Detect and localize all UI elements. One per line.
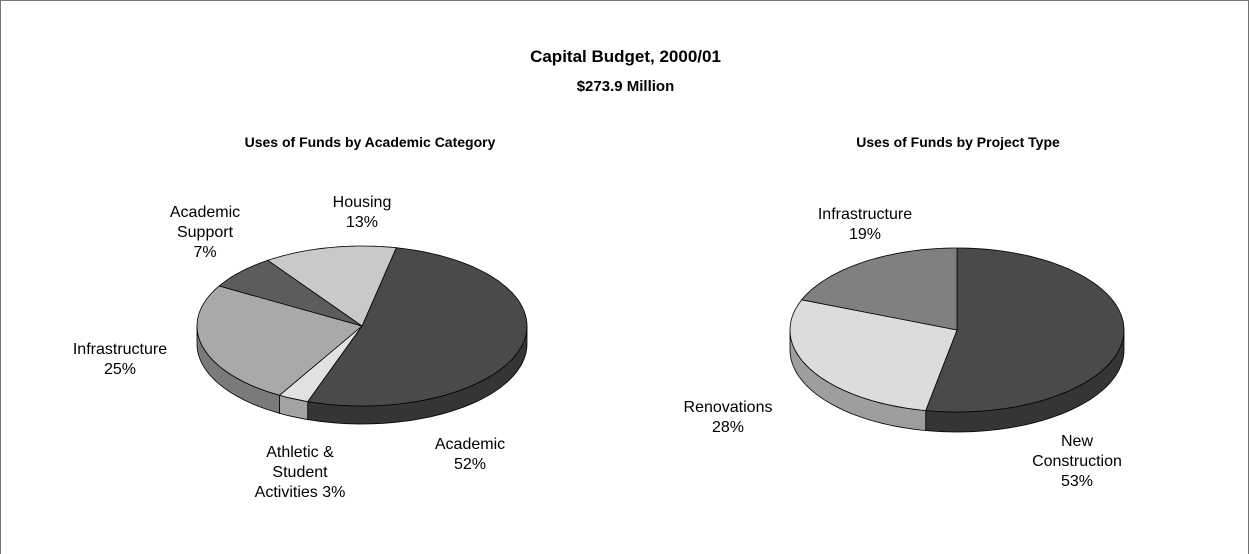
slice bbox=[278, 325, 363, 403]
value-label: 53% bbox=[1060, 473, 1094, 490]
slice-label: Academic Support 7% bbox=[165, 203, 245, 263]
slice-label: Housing 13% bbox=[322, 193, 402, 233]
category-label: Academic bbox=[434, 436, 506, 453]
slice-label: Renovations 28% bbox=[673, 398, 783, 438]
category-label: Renovations bbox=[683, 399, 773, 416]
category-label: Housing bbox=[332, 194, 392, 211]
slice-label: Infrastructure 25% bbox=[65, 340, 175, 380]
value-label: 13% bbox=[345, 214, 379, 231]
value-label: 25% bbox=[103, 361, 137, 378]
slice bbox=[196, 285, 363, 396]
category-label: Athletic & Student Activities bbox=[254, 444, 334, 501]
value-label: 52% bbox=[453, 456, 487, 473]
slice bbox=[218, 259, 363, 327]
title: Capital Budget, 2000/01 bbox=[530, 47, 721, 66]
slice-label: New Construction 53% bbox=[1022, 432, 1132, 492]
slice-label: Athletic & Student Activities 3% bbox=[242, 443, 358, 503]
slice-label: Academic 52% bbox=[430, 435, 510, 475]
chart-title: Uses of Funds by Academic Category bbox=[244, 134, 496, 150]
value-label: 3% bbox=[322, 484, 346, 501]
subtitle: $273.9 Million bbox=[576, 78, 675, 95]
slice bbox=[925, 247, 1125, 413]
category-label: Academic Support bbox=[169, 204, 241, 241]
slice bbox=[306, 247, 528, 407]
category-label: Infrastructure bbox=[72, 341, 168, 358]
value-label: 19% bbox=[848, 226, 882, 243]
category-label: New Construction bbox=[1032, 433, 1122, 470]
category-label: Infrastructure bbox=[817, 206, 913, 223]
value-label: 28% bbox=[711, 419, 745, 436]
slice bbox=[266, 245, 397, 327]
value-label: 7% bbox=[193, 244, 217, 261]
slice-label: Infrastructure 19% bbox=[800, 205, 930, 245]
slice bbox=[789, 299, 958, 411]
slice bbox=[800, 247, 958, 331]
chart-title: Uses of Funds by Project Type bbox=[856, 134, 1060, 150]
